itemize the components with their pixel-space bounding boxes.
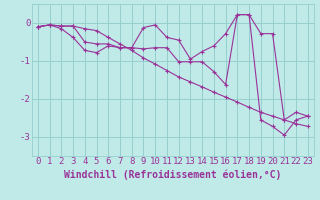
X-axis label: Windchill (Refroidissement éolien,°C): Windchill (Refroidissement éolien,°C)	[64, 169, 282, 180]
